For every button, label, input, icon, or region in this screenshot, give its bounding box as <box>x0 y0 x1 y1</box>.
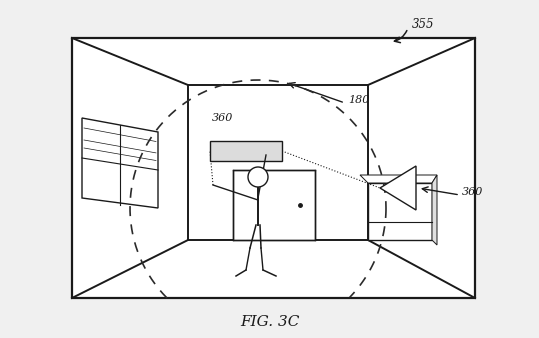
Polygon shape <box>432 175 437 245</box>
Text: 355: 355 <box>412 19 434 31</box>
Text: FIG. 3C: FIG. 3C <box>240 315 300 329</box>
Bar <box>368 183 432 240</box>
Polygon shape <box>360 175 437 183</box>
Bar <box>72 38 475 298</box>
Text: 360: 360 <box>212 113 233 123</box>
Text: 180: 180 <box>348 95 369 105</box>
Circle shape <box>248 167 268 187</box>
Bar <box>210 141 282 161</box>
Polygon shape <box>82 118 158 208</box>
Bar <box>233 170 315 240</box>
Text: 360: 360 <box>462 187 483 197</box>
Polygon shape <box>380 166 416 210</box>
